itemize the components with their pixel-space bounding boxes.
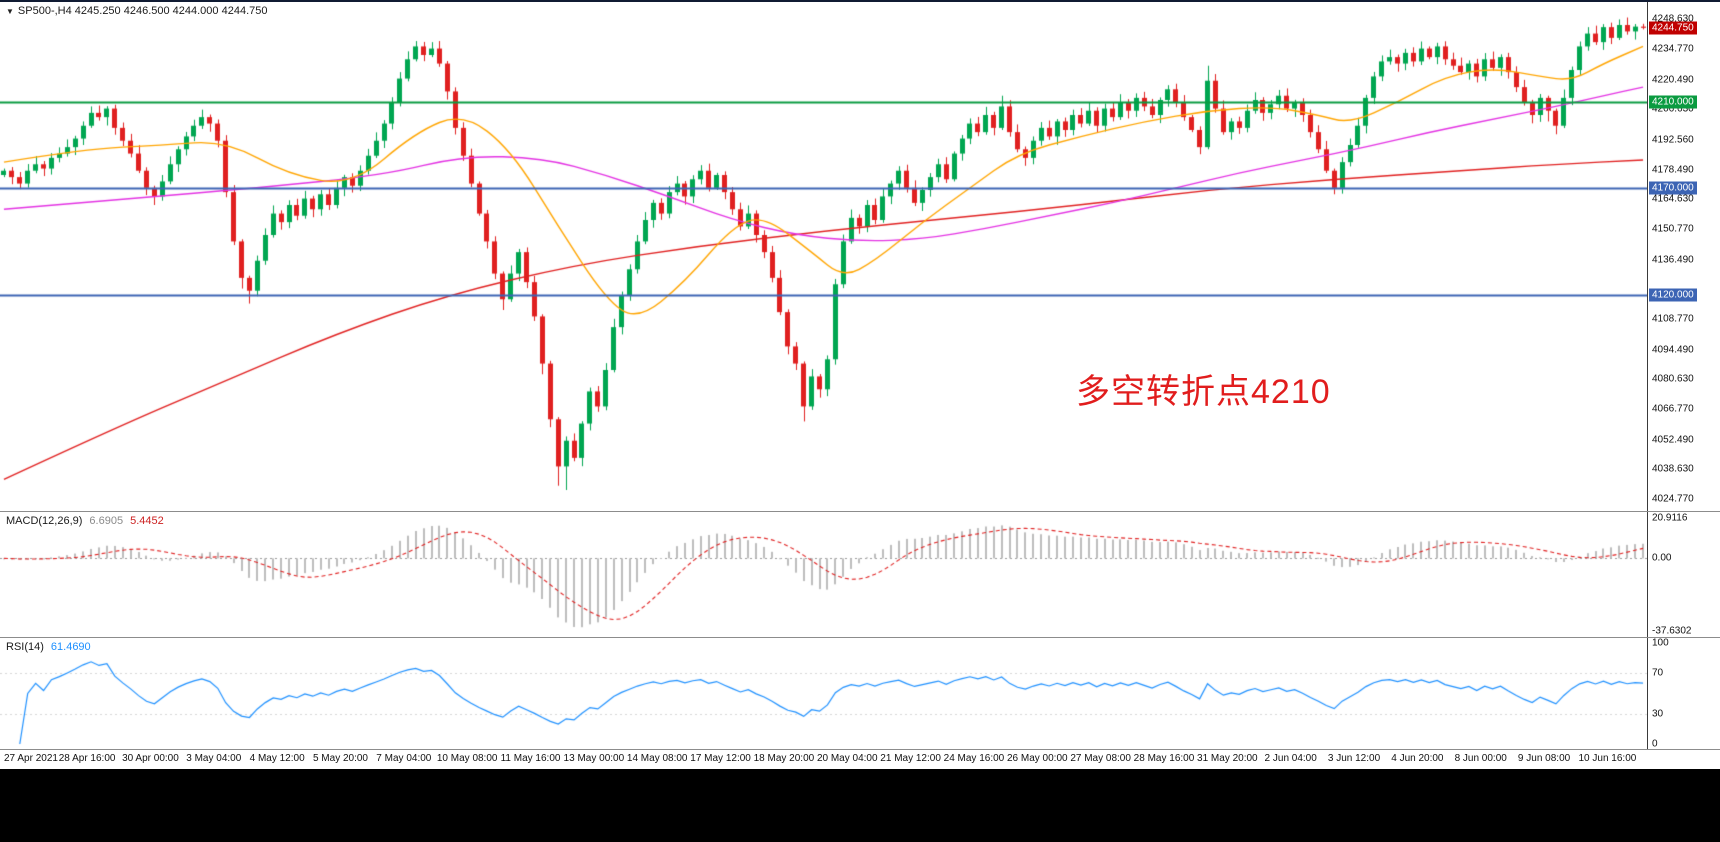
panel-splitter[interactable] [0,637,1720,638]
time-axis-label: 9 Jun 08:00 [1517,753,1571,764]
time-axis-label: 18 May 20:00 [753,753,815,764]
price-tick: 4248.630 [1652,13,1694,25]
price-tick: 4192.560 [1652,134,1694,145]
price-axis[interactable]: 4248.630 4234.770 4220.490 4206.630 4192.560… [1647,2,1720,511]
price-chart-panel: ▼ SP500-,H4 4245.250 4246.500 4244.000 42… [0,2,1720,511]
price-tick: 4108.770 [1652,313,1694,325]
time-axis-label: 26 May 00:00 [1006,753,1068,764]
price-tick: 4080.630 [1652,373,1694,385]
rsi-name: RSI(14) [6,641,44,653]
time-axis-label: 20 May 04:00 [816,753,878,764]
rsi-tick: 70 [1652,667,1664,679]
time-axis-label: 31 May 20:00 [1197,753,1258,764]
price-tick: 4150.770 [1652,223,1694,235]
bottom-bar [0,769,1720,842]
time-axis-label: 10 May 08:00 [436,753,498,764]
rsi-tick: 100 [1652,637,1669,649]
panel-splitter[interactable] [0,749,1720,750]
window-top-border [0,0,1720,2]
chart-header: ▼ SP500-,H4 4245.250 4246.500 4244.000 42… [6,5,267,17]
time-axis-label: 4 Jun 20:00 [1391,753,1444,764]
panel-splitter[interactable] [0,511,1720,512]
price-tick: 4178.490 [1652,164,1694,176]
time-axis-label: 4 May 12:00 [249,753,305,764]
symbol-ohlc-text: SP500-,H4 4245.250 4246.500 4244.000 424… [17,5,268,17]
macd-tick: 0.00 [1652,552,1672,564]
rsi-axis[interactable]: 100 70 30 0 [1647,637,1720,750]
price-tag: 4120.000 [1649,288,1697,302]
rsi-tick: 0 [1652,738,1658,750]
time-axis-label: 21 May 12:00 [880,753,941,764]
rsi-canvas[interactable] [0,638,1647,749]
price-tick: 4052.490 [1652,434,1694,446]
price-tick: 4234.770 [1652,43,1694,55]
price-chart-canvas[interactable] [0,2,1647,511]
price-tick: 4206.630 [1652,103,1694,115]
collapse-triangle-icon[interactable]: ▼ [6,7,14,16]
macd-name: MACD(12,26,9) [6,515,83,527]
macd-tick: 20.9116 [1652,512,1688,524]
price-tag: 4170.000 [1649,181,1697,195]
time-axis-label: 28 Apr 16:00 [58,753,116,764]
time-axis-label: 2 Jun 04:00 [1264,753,1317,764]
time-axis-label: 11 May 16:00 [500,753,561,764]
rsi-value: 61.4690 [50,641,91,653]
rsi-tick: 30 [1652,708,1664,720]
time-axis-label: 27 May 08:00 [1070,753,1131,764]
rsi-label: RSI(14) 61.4690 [6,641,91,653]
time-axis-label: 5 May 20:00 [312,753,369,764]
time-axis-label: 14 May 08:00 [626,753,688,764]
macd-value-signal: 5.4452 [130,515,164,527]
time-axis-label: 3 May 04:00 [186,753,242,764]
price-tick: 4094.490 [1652,344,1694,356]
annotation-text: 多空转折点4210 [1076,373,1331,411]
price-tick: 4164.630 [1652,193,1694,205]
price-tag: 4244.750 [1649,21,1697,35]
macd-value-main: 6.6905 [89,515,124,527]
price-tick: 4220.490 [1652,74,1694,86]
time-axis-label: 13 May 00:00 [563,753,625,764]
time-axis-label: 7 May 04:00 [376,753,432,764]
macd-tick: -37.6302 [1652,625,1692,637]
time-axis-label: 8 Jun 00:00 [1454,753,1507,764]
time-axis-label: 17 May 12:00 [690,753,751,764]
time-axis-label: 24 May 16:00 [943,753,1005,764]
macd-canvas[interactable] [0,512,1647,637]
time-axis-label: 30 Apr 00:00 [122,753,179,764]
rsi-panel: RSI(14) 61.4690 100 70 30 0 [0,637,1720,750]
price-tick: 4038.630 [1652,463,1694,475]
price-tick: 4136.490 [1652,254,1694,266]
time-axis[interactable]: 27 Apr 2021 28 Apr 16:00 30 Apr 00:00 3 May… [0,750,1720,769]
time-axis-label: 10 Jun 16:00 [1578,753,1637,764]
time-axis-label: 3 Jun 12:00 [1327,753,1381,764]
time-axis-label: 28 May 16:00 [1133,753,1195,764]
macd-label: MACD(12,26,9) 6.6905 5.4452 [6,515,164,527]
macd-axis[interactable]: 20.9116 0.00 -37.6302 [1647,512,1720,637]
time-axis-label: 27 Apr 2021 [4,753,58,764]
price-tick: 4024.770 [1652,493,1694,505]
price-tick: 4066.770 [1652,403,1694,415]
price-tag: 4210.000 [1649,95,1697,109]
macd-panel: MACD(12,26,9) 6.6905 5.4452 20.9116 0.00 -37… [0,512,1720,637]
